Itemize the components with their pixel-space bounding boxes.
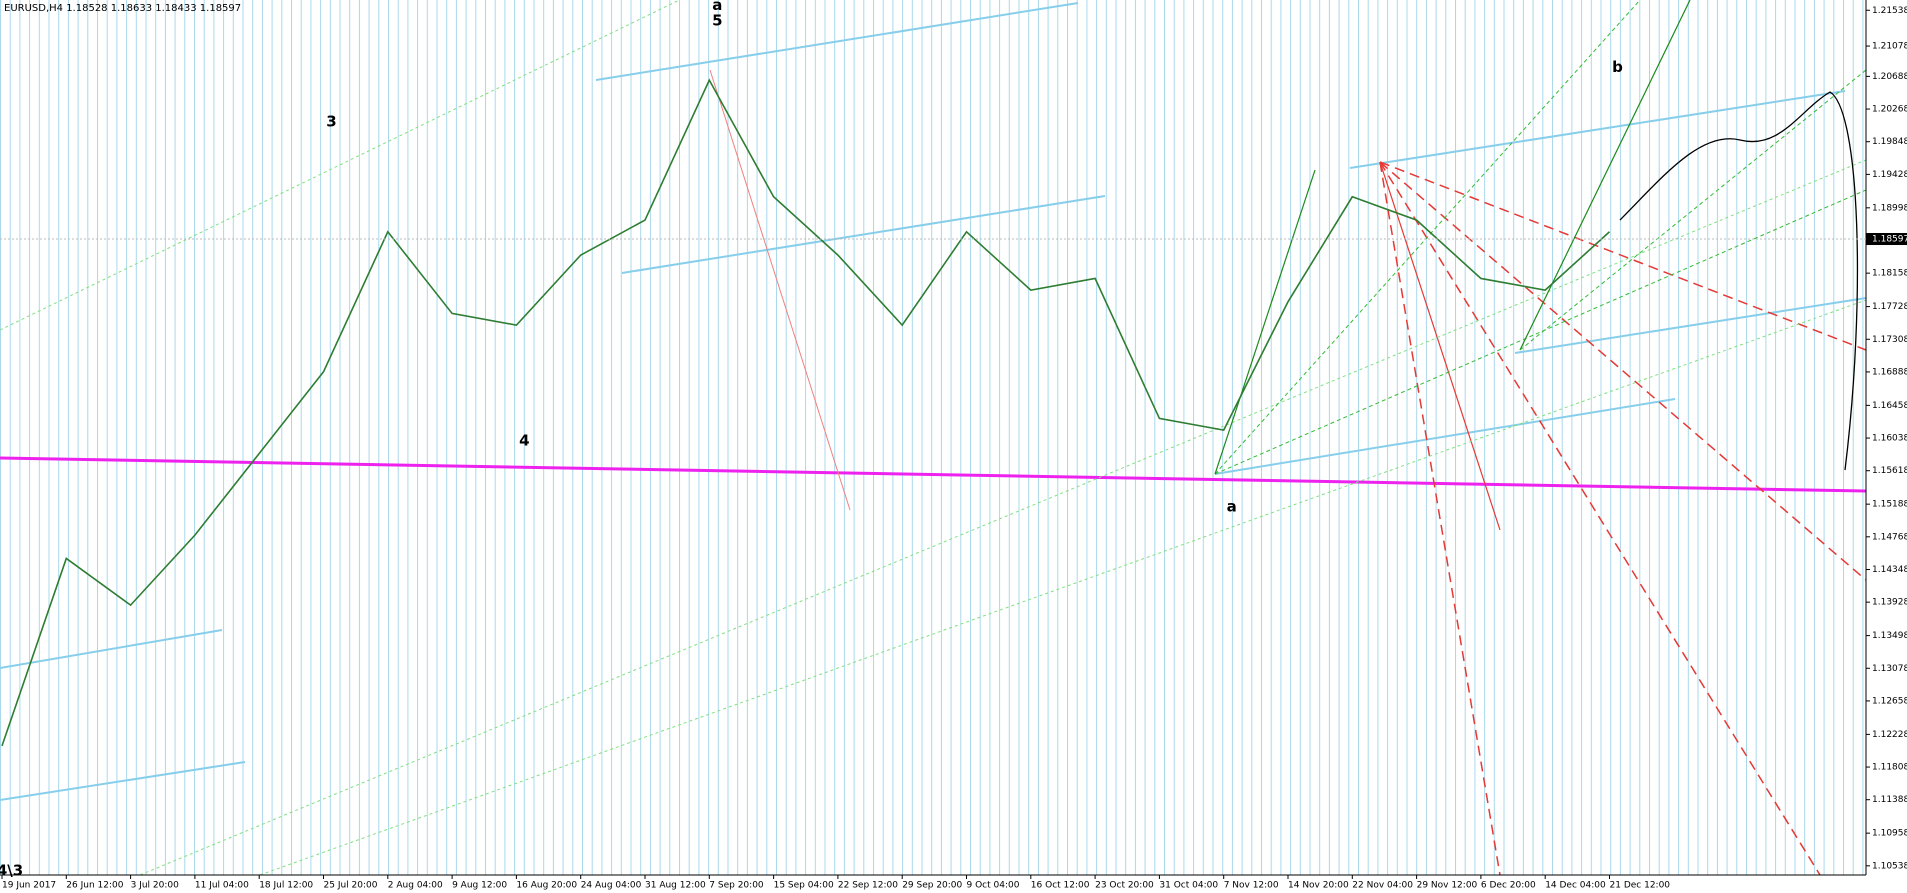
price-axis (1866, 0, 1907, 893)
x-tick-label: 14 Nov 20:00 (1288, 881, 1349, 891)
y-tick-label: 1.17308 (1872, 335, 1907, 345)
price-line (1, 78, 1611, 747)
y-tick-label: 1.18998 (1872, 203, 1907, 213)
y-tick-label: 1.11388 (1872, 795, 1907, 805)
y-tick-label: 1.18158 (1872, 269, 1907, 279)
chart-title: EURUSD,H4 1.18528 1.18633 1.18433 1.1859… (4, 3, 241, 14)
x-tick-label: 29 Nov 12:00 (1417, 881, 1478, 891)
y-tick-label: 1.13498 (1872, 631, 1907, 641)
x-tick-label: 22 Nov 04:00 (1352, 881, 1413, 891)
x-tick-label: 21 Dec 12:00 (1610, 881, 1671, 891)
y-tick-label: 1.11808 (1872, 763, 1907, 773)
y-tick-label: 1.12658 (1872, 696, 1907, 706)
wave-label: 5 (712, 12, 722, 30)
y-tick-label: 1.19848 (1872, 137, 1907, 147)
y-tick-label: 1.10958 (1872, 829, 1907, 839)
y-tick-label: 1.20268 (1872, 105, 1907, 115)
period-separators (0, 0, 1866, 875)
x-tick-label: 31 Oct 04:00 (1159, 881, 1218, 891)
x-tick-label: 7 Nov 12:00 (1224, 881, 1279, 891)
wave-label: 4\3 (0, 862, 23, 880)
trend-lines (0, 0, 1867, 876)
x-tick-label: 14 Dec 04:00 (1545, 881, 1606, 891)
x-tick-label: 18 Jul 12:00 (259, 881, 313, 891)
x-tick-label: 11 Jul 04:00 (195, 881, 249, 891)
y-tick-label: 1.10538 (1872, 861, 1907, 871)
x-tick-label: 6 Dec 20:00 (1481, 881, 1536, 891)
y-tick-label: 1.21538 (1872, 6, 1907, 16)
y-tick-label: 1.20688 (1872, 72, 1907, 82)
y-tick-label: 1.16038 (1872, 434, 1907, 444)
y-tick-label: 1.15618 (1872, 466, 1907, 476)
x-tick-label: 31 Aug 12:00 (645, 881, 706, 891)
wave-label: b (1612, 58, 1623, 76)
y-tick-label: 1.17728 (1872, 302, 1907, 312)
x-tick-label: 9 Oct 04:00 (967, 881, 1020, 891)
y-tick-label: 1.21078 (1872, 42, 1907, 52)
x-tick-label: 16 Oct 12:00 (1031, 881, 1090, 891)
x-tick-label: 3 Jul 20:00 (131, 881, 180, 891)
x-tick-label: 26 Jun 12:00 (66, 881, 123, 891)
x-tick-label: 22 Sep 12:00 (838, 881, 898, 891)
y-tick-label: 1.14348 (1872, 565, 1907, 575)
y-tick-label: 1.16458 (1872, 401, 1907, 411)
x-tick-label: 19 Jun 2017 (2, 881, 56, 891)
wave-label: a (712, 0, 722, 14)
wave-label: 3 (326, 113, 336, 131)
y-tick-label: 1.13078 (1872, 664, 1907, 674)
x-tick-label: 2 Aug 04:00 (388, 881, 443, 891)
x-tick-label: 9 Aug 12:00 (452, 881, 507, 891)
y-tick-label: 1.12228 (1872, 730, 1907, 740)
x-tick-label: 16 Aug 20:00 (516, 881, 577, 891)
y-tick-label: 1.19428 (1872, 170, 1907, 180)
x-tick-label: 23 Oct 20:00 (1095, 881, 1154, 891)
y-tick-label: 1.16888 (1872, 367, 1907, 377)
x-tick-label: 25 Jul 20:00 (324, 881, 378, 891)
y-tick-label: 1.14768 (1872, 532, 1907, 542)
x-tick-label: 24 Aug 04:00 (581, 881, 642, 891)
current-price-label: 1.18597 (1872, 235, 1907, 245)
wave-label: 4 (519, 432, 529, 450)
wave-label: a (1227, 498, 1237, 516)
x-tick-label: 29 Sep 20:00 (902, 881, 962, 891)
current-price-box (1866, 233, 1907, 246)
x-tick-label: 7 Sep 20:00 (709, 881, 764, 891)
x-tick-label: 15 Sep 04:00 (774, 881, 834, 891)
y-tick-label: 1.13928 (1872, 598, 1907, 608)
y-tick-label: 1.15188 (1872, 500, 1907, 510)
